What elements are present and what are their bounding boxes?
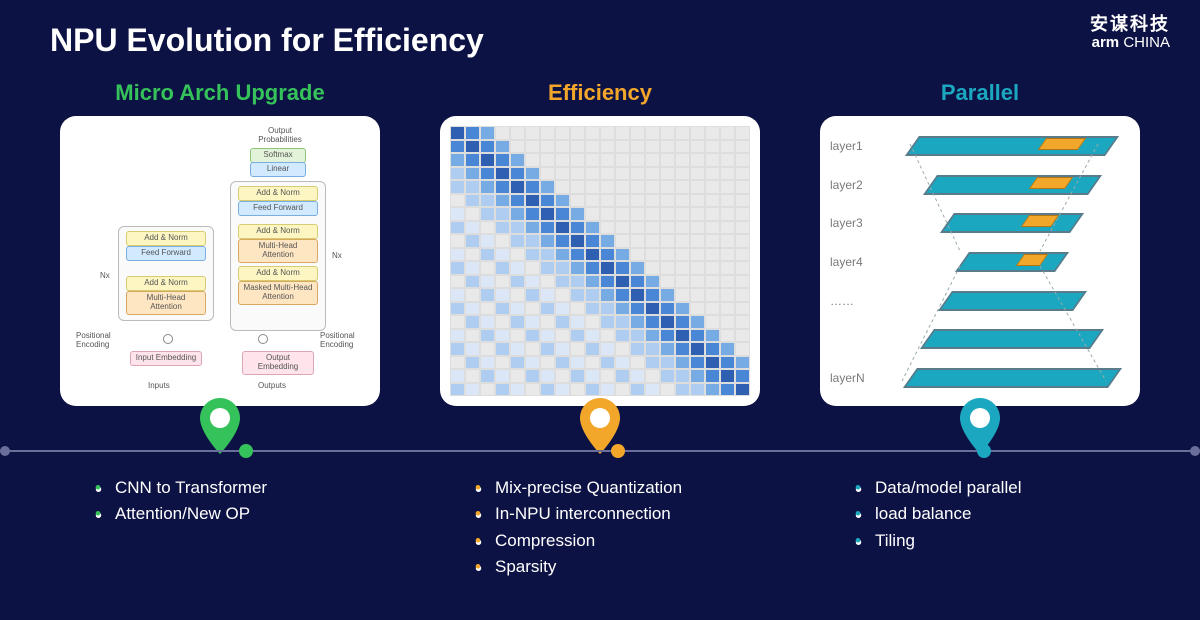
col-efficiency: Efficiency (420, 80, 780, 406)
card-efficiency (440, 116, 760, 406)
brand-logo: 安谋科技 arm CHINA (1090, 15, 1170, 51)
timeline-dot (239, 444, 253, 458)
bullet-list: •Mix-precise Quantization•In-NPU interco… (420, 475, 780, 580)
transformer-diagram: OutputProbabilitiesSoftmaxLinearAdd & No… (70, 126, 370, 396)
bullet-item: •Mix-precise Quantization (475, 475, 780, 501)
bullet-item: •Compression (475, 528, 780, 554)
timeline-dots (0, 444, 1200, 458)
bullet-list: •CNN to Transformer•Attention/New OP (40, 475, 400, 580)
col-title-parallel: Parallel (941, 80, 1019, 106)
bullet-item: •Tiling (855, 528, 1160, 554)
bullet-item: •Sparsity (475, 554, 780, 580)
bullet-row: •CNN to Transformer•Attention/New OP•Mix… (0, 475, 1200, 580)
logo-en: arm CHINA (1090, 35, 1170, 52)
bullet-item: •Data/model parallel (855, 475, 1160, 501)
bullet-item: •CNN to Transformer (95, 475, 400, 501)
columns-row: Micro Arch Upgrade OutputProbabilitiesSo… (0, 80, 1200, 450)
parallel-layers: layer1layer2layer3layer4……layerN (830, 126, 1130, 396)
logo-cn: 安谋科技 (1090, 15, 1170, 35)
attention-matrix (450, 126, 750, 396)
col-micro-arch: Micro Arch Upgrade OutputProbabilitiesSo… (40, 80, 400, 406)
bullet-item: •load balance (855, 501, 1160, 527)
bullet-item: •In-NPU interconnection (475, 501, 780, 527)
card-micro-arch: OutputProbabilitiesSoftmaxLinearAdd & No… (60, 116, 380, 406)
card-parallel: layer1layer2layer3layer4……layerN (820, 116, 1140, 406)
col-title-efficiency: Efficiency (548, 80, 652, 106)
bullet-list: •Data/model parallel•load balance•Tiling (800, 475, 1160, 580)
timeline-dot (977, 444, 991, 458)
bullet-item: •Attention/New OP (95, 501, 400, 527)
col-parallel: Parallel layer1layer2layer3layer4……layer… (800, 80, 1160, 406)
page-title: NPU Evolution for Efficiency (50, 22, 484, 59)
timeline-dot (611, 444, 625, 458)
col-title-micro-arch: Micro Arch Upgrade (115, 80, 324, 106)
